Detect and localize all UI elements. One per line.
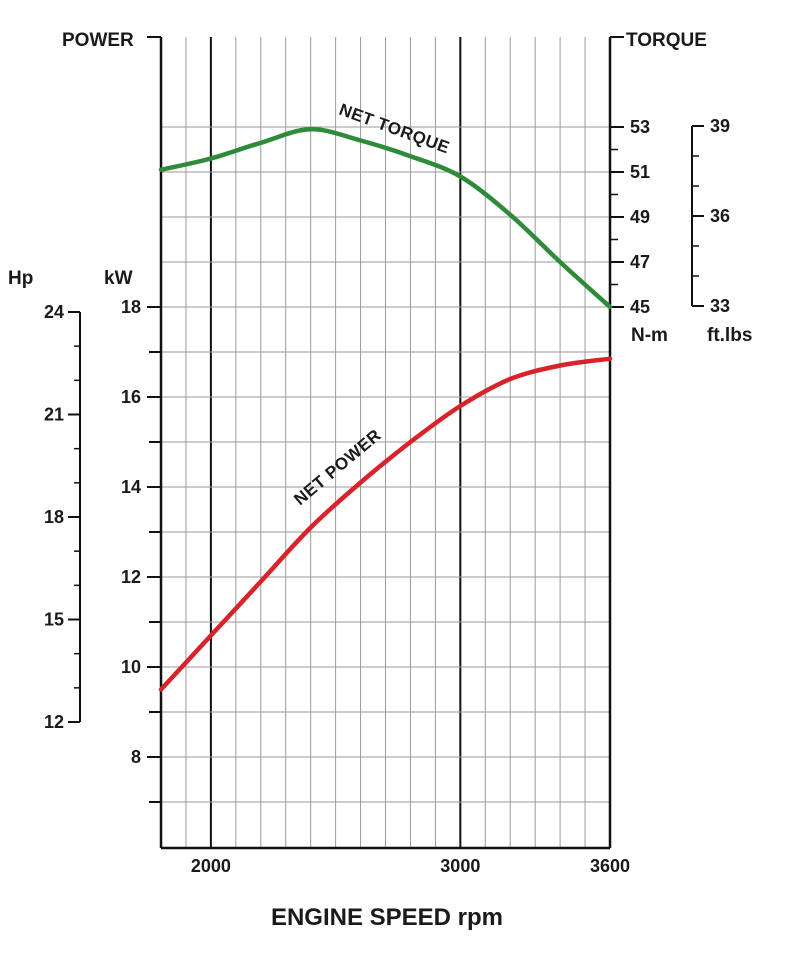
nm-tick-label: 51 <box>630 162 650 182</box>
hp-tick-label: 15 <box>44 610 64 630</box>
kw-tick-label: 14 <box>121 477 141 497</box>
hp-tick-label: 24 <box>44 302 64 322</box>
kw-tick-label: 10 <box>121 657 141 677</box>
hp-tick-label: 21 <box>44 405 64 425</box>
chart-axes: 8 10 12 14 16 18 12 15 18 21 24 45 47 49 51 53 33 36 39 200… <box>44 36 730 876</box>
nm-tick-label: 53 <box>630 117 650 137</box>
nm-tick-label: 47 <box>630 252 650 272</box>
chart-grid <box>161 37 610 848</box>
ftlbs-tick-label: 33 <box>710 296 730 316</box>
nm-tick-label: 45 <box>630 297 650 317</box>
left-axis-title: POWER <box>62 30 134 51</box>
kw-tick-label: 16 <box>121 387 141 407</box>
hp-axis-label: Hp <box>8 268 33 289</box>
net-power-curve-label: NET POWER <box>290 425 385 509</box>
net-power-curve <box>158 356 613 692</box>
kw-tick-label: 12 <box>121 567 141 587</box>
x-tick-label: 3600 <box>590 856 630 876</box>
kw-tick-label: 18 <box>121 297 141 317</box>
ftlbs-axis-label: ft.lbs <box>707 325 752 346</box>
hp-tick-label: 18 <box>44 507 64 527</box>
x-tick-label: 2000 <box>191 856 231 876</box>
nm-tick-label: 49 <box>630 207 650 227</box>
chart-curves <box>158 127 613 692</box>
x-axis-label: ENGINE SPEED rpm <box>271 904 503 931</box>
x-tick-label: 3000 <box>440 856 480 876</box>
kw-axis-label: kW <box>104 268 133 289</box>
ftlbs-tick-label: 39 <box>710 116 730 136</box>
right-axis-title: TORQUE <box>626 30 707 51</box>
kw-tick-label: 8 <box>131 747 141 767</box>
nm-axis-label: N-m <box>631 325 668 346</box>
net-torque-curve <box>158 127 613 310</box>
hp-tick-label: 12 <box>44 712 64 732</box>
ftlbs-tick-label: 36 <box>710 206 730 226</box>
